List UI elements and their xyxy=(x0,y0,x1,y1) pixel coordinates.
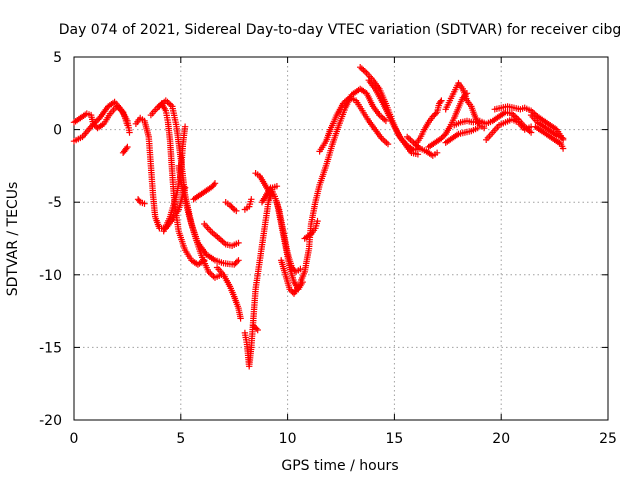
series-arc-ab xyxy=(425,90,471,151)
marker-plus-trace xyxy=(491,103,567,143)
y-axis-label: SDTVAR / TECUs xyxy=(5,182,21,297)
series-arc-ai xyxy=(532,123,567,152)
series-arc-m xyxy=(222,199,240,215)
series-arc-af xyxy=(483,116,535,143)
chart-title: Day 074 of 2021, Sidereal Day-to-day VTE… xyxy=(59,22,622,38)
marker-plus-trace xyxy=(213,264,244,322)
marker-plus-trace xyxy=(201,220,242,249)
series-arc-e xyxy=(134,196,148,207)
series-arc-p xyxy=(250,322,261,334)
series-arc-l xyxy=(213,264,244,322)
series-arc-a xyxy=(70,98,133,145)
marker-plus-trace xyxy=(527,111,567,142)
marker-plus-trace xyxy=(532,123,567,152)
marker-plus-trace xyxy=(222,199,240,215)
marker-plus-trace xyxy=(134,196,148,207)
grid-layer xyxy=(74,57,608,420)
marker-plus-trace xyxy=(278,257,302,297)
series-arc-y xyxy=(365,77,424,154)
series-arc-c xyxy=(119,143,131,156)
tick-layer: 0 5 10 15 20 25 5 0 -5 -10 -15 -20 xyxy=(39,50,617,447)
marker-plus-trace xyxy=(483,116,535,143)
x-tick-label: 25 xyxy=(599,431,617,447)
marker-plus-trace xyxy=(412,97,445,148)
marker-plus-trace xyxy=(119,143,131,156)
x-axis-label: GPS time / hours xyxy=(281,458,398,474)
y-tick-label: 5 xyxy=(53,50,62,66)
y-tick-label: -15 xyxy=(39,340,62,356)
marker-plus-trace xyxy=(425,90,471,151)
series-arc-j xyxy=(190,180,219,203)
marker-plus-trace xyxy=(301,217,321,242)
marker-plus-trace xyxy=(175,162,225,281)
marker-plus-trace xyxy=(404,133,441,159)
series-arc-f xyxy=(147,100,208,268)
marker-plus-trace xyxy=(70,98,133,145)
marker-plus-trace xyxy=(365,77,424,154)
x-tick-label: 0 xyxy=(70,431,79,447)
marker-plus-trace xyxy=(297,85,390,286)
marker-plus-trace xyxy=(316,94,392,155)
y-tick-label: -5 xyxy=(48,195,62,211)
y-tick-label: -10 xyxy=(39,268,62,284)
marker-plus-trace xyxy=(190,180,219,203)
series-arc-t xyxy=(278,257,302,297)
series-arc-w xyxy=(316,94,392,155)
series-arc-ae xyxy=(442,124,481,146)
series-arc-aa xyxy=(412,97,445,148)
series-arc-ag xyxy=(491,103,567,143)
data-marks xyxy=(70,64,567,370)
series-arc-v xyxy=(301,217,321,242)
x-tick-label: 15 xyxy=(385,431,403,447)
series-arc-u xyxy=(297,85,390,286)
x-tick-label: 5 xyxy=(176,431,185,447)
marker-plus-trace xyxy=(250,322,261,334)
series-arc-k xyxy=(201,220,242,249)
series-arc-b xyxy=(70,103,131,132)
plot-frame xyxy=(73,56,609,421)
x-tick-label: 10 xyxy=(279,431,297,447)
marker-plus-trace xyxy=(241,196,255,213)
y-tick-label: -20 xyxy=(39,413,62,429)
series-arc-i xyxy=(175,162,225,281)
marker-plus-trace xyxy=(442,124,481,146)
marker-plus-trace xyxy=(147,100,208,268)
series-arc-n xyxy=(241,196,255,213)
y-tick-label: 0 xyxy=(53,123,62,139)
x-tick-label: 20 xyxy=(492,431,510,447)
series-arc-ah xyxy=(527,111,567,142)
series-arc-z xyxy=(404,133,441,159)
marker-plus-trace xyxy=(70,103,131,132)
